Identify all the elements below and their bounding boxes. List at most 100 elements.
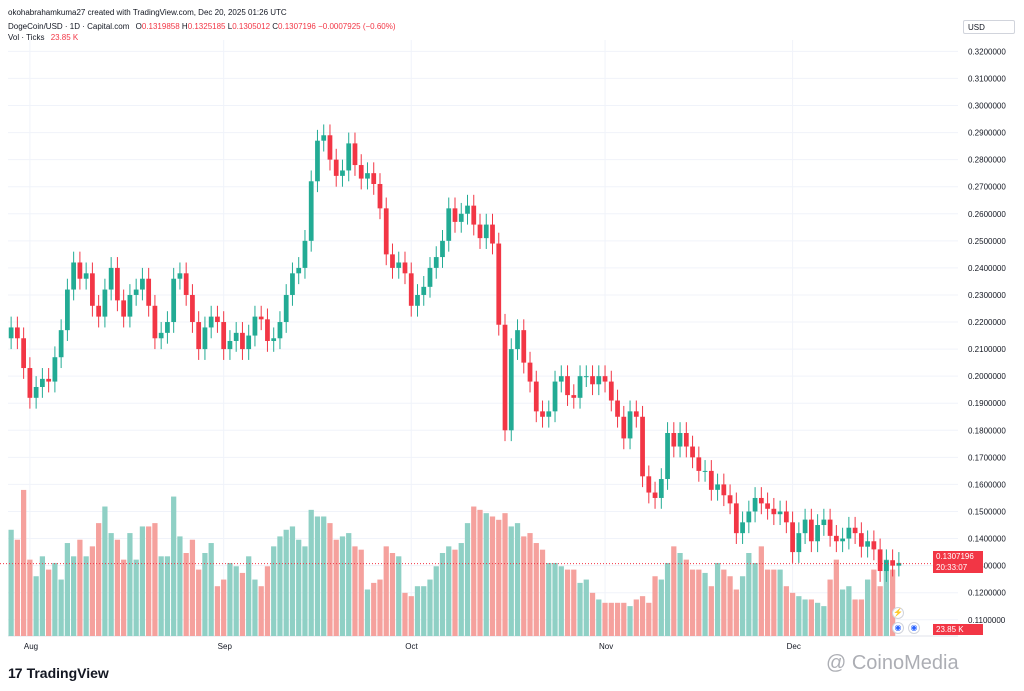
volume-bar: [233, 566, 239, 636]
candle-body: [321, 135, 327, 141]
candle: [615, 389, 620, 428]
us-flag-icon[interactable]: ◉: [892, 622, 904, 634]
tradingview-logo[interactable]: 17 TradingView: [8, 665, 109, 681]
candle: [333, 148, 339, 187]
candle-body: [408, 273, 414, 306]
candle-body: [258, 316, 264, 320]
candle-body: [765, 503, 770, 509]
candle-body: [346, 143, 352, 171]
volume-bar: [533, 543, 539, 636]
candle-body: [240, 332, 245, 350]
candle: [552, 370, 558, 423]
candle-body: [77, 262, 83, 279]
candle: [327, 124, 333, 171]
tradingview-mark: 17: [8, 665, 23, 681]
candle: [840, 527, 845, 553]
volume-bar: [683, 559, 689, 636]
candle: [677, 422, 683, 458]
candle-body: [752, 497, 758, 512]
candle-body: [515, 330, 520, 350]
volume-bar: [152, 523, 158, 636]
volume-bar: [502, 513, 508, 636]
candle: [577, 365, 583, 409]
volume-bar: [239, 572, 246, 636]
candle: [202, 316, 208, 360]
candle: [452, 197, 458, 233]
y-tick-label: 0.2800000: [968, 156, 1006, 165]
volume-bar: [121, 559, 127, 636]
volume-bar: [389, 553, 396, 636]
candle: [896, 552, 902, 577]
volume-bar: [402, 592, 408, 636]
y-tick-label: 0.2900000: [968, 129, 1006, 138]
candle: [340, 159, 345, 187]
candle-body: [733, 503, 739, 534]
candle-body: [27, 368, 33, 398]
candle-body: [252, 316, 258, 336]
candle: [702, 460, 708, 482]
volume-bar: [346, 533, 352, 636]
candle: [752, 487, 758, 523]
volume-bar: [8, 529, 14, 636]
open-value: 0.1319858: [141, 22, 180, 31]
candle-body: [421, 286, 427, 295]
lightning-icon[interactable]: ⚡: [892, 607, 904, 619]
candle: [377, 173, 383, 220]
candle: [421, 276, 427, 306]
candle: [477, 213, 483, 249]
currency-selector[interactable]: USD: [963, 20, 1015, 34]
volume-bar: [196, 569, 202, 636]
candle-body: [433, 257, 439, 268]
volume-bar: [496, 519, 502, 636]
candle: [83, 262, 89, 290]
volume-bar: [33, 576, 39, 636]
last-price-value: 0.1307196: [936, 552, 974, 561]
candle: [296, 257, 302, 285]
candle-body: [627, 411, 633, 439]
y-tick-label: 0.2700000: [968, 183, 1006, 192]
candle: [283, 284, 289, 333]
tradingview-wordmark: TradingView: [26, 665, 109, 681]
candle-body: [365, 173, 370, 179]
candle-body: [371, 173, 377, 184]
volume-bar: [39, 556, 46, 636]
volume-bar: [314, 516, 321, 636]
candle-body: [33, 386, 39, 398]
volume-bar: [771, 569, 777, 636]
volume-bar: [571, 569, 577, 636]
volume-bar: [614, 602, 621, 636]
candle-body: [846, 527, 852, 539]
candle-body: [215, 316, 220, 323]
candle-body: [83, 273, 89, 279]
candle-body: [290, 273, 295, 295]
us-flag-icon-2[interactable]: ◉: [908, 622, 920, 634]
candle: [846, 516, 852, 550]
candle-body: [565, 376, 570, 396]
candle: [271, 327, 277, 352]
candle-body: [71, 262, 77, 290]
candle: [208, 305, 214, 339]
candle-body: [527, 362, 533, 382]
candle-body: [133, 289, 139, 295]
volume-bar: [21, 489, 27, 636]
candle-body: [227, 340, 233, 350]
candle: [715, 473, 720, 501]
volume-bar: [427, 579, 433, 636]
candle: [290, 262, 295, 306]
x-tick-label: Oct: [405, 642, 418, 651]
candle-body: [821, 519, 827, 526]
candle-body: [727, 495, 733, 504]
volume-bar: [108, 533, 114, 636]
candle: [771, 497, 777, 526]
candle-body: [452, 208, 458, 222]
candle: [696, 446, 702, 482]
candle: [483, 213, 489, 249]
candle-body: [177, 273, 183, 279]
candle-body: [896, 562, 902, 566]
candle: [690, 435, 695, 469]
volume-bar: [64, 543, 71, 636]
candle-body: [40, 378, 45, 387]
candle: [90, 262, 95, 317]
volume-bar: [752, 562, 758, 636]
candle: [665, 422, 670, 490]
